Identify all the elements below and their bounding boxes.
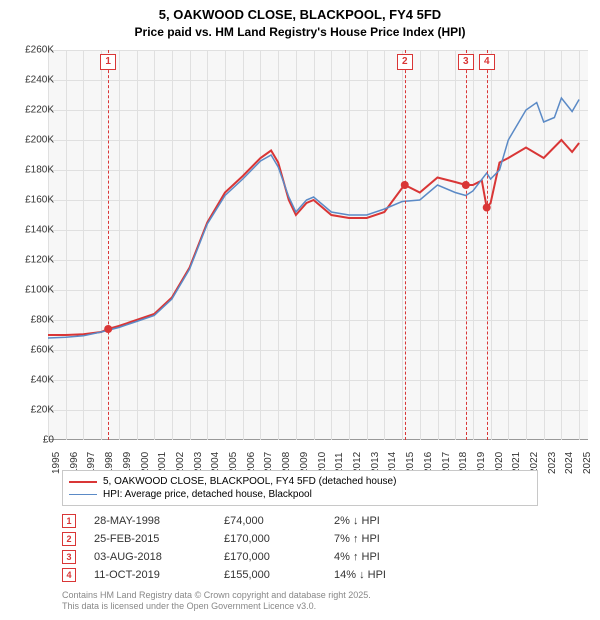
legend-row: HPI: Average price, detached house, Blac…: [69, 488, 531, 501]
ytick-label: £220K: [8, 105, 54, 116]
ytick-label: £160K: [8, 195, 54, 206]
event-row: 4 11-OCT-2019£155,00014% ↓ HPI: [62, 566, 538, 584]
title-line2: Price paid vs. HM Land Registry's House …: [0, 24, 600, 40]
event-row-badge: 1: [62, 514, 76, 528]
event-badge: 4: [479, 54, 495, 70]
event-line: [108, 50, 109, 440]
ytick-label: £0: [8, 435, 54, 446]
footer-line2: This data is licensed under the Open Gov…: [62, 601, 552, 612]
event-date: 03-AUG-2018: [94, 551, 224, 563]
chart-lines: [48, 50, 588, 440]
event-date: 28-MAY-1998: [94, 515, 224, 527]
event-table: 128-MAY-1998£74,0002% ↓ HPI225-FEB-2015£…: [62, 512, 538, 584]
chart-title: 5, OAKWOOD CLOSE, BLACKPOOL, FY4 5FD Pri…: [0, 0, 600, 40]
event-pct: 2% ↓ HPI: [334, 515, 444, 527]
ytick-label: £140K: [8, 225, 54, 236]
chart-container: 5, OAKWOOD CLOSE, BLACKPOOL, FY4 5FD Pri…: [0, 0, 600, 620]
xtick-label: 2025: [582, 452, 593, 474]
event-pct: 4% ↑ HPI: [334, 551, 444, 563]
legend-swatch: [69, 494, 97, 495]
ytick-label: £40K: [8, 375, 54, 386]
legend-label: 5, OAKWOOD CLOSE, BLACKPOOL, FY4 5FD (de…: [103, 476, 396, 487]
event-pct: 14% ↓ HPI: [334, 569, 444, 581]
event-date: 11-OCT-2019: [94, 569, 224, 581]
xtick-label: 1995: [51, 452, 62, 474]
ytick-label: £60K: [8, 345, 54, 356]
chart-area: 1 2 34: [48, 50, 588, 440]
series-hpi: [48, 98, 579, 338]
event-price: £170,000: [224, 551, 334, 563]
footer-line1: Contains HM Land Registry data © Crown c…: [62, 590, 552, 601]
title-line1: 5, OAKWOOD CLOSE, BLACKPOOL, FY4 5FD: [0, 6, 600, 24]
ytick-label: £180K: [8, 165, 54, 176]
event-row-badge: 3: [62, 550, 76, 564]
event-badge: 1: [100, 54, 116, 70]
ytick-label: £80K: [8, 315, 54, 326]
event-line: [487, 50, 488, 440]
legend-swatch: [69, 481, 97, 483]
ytick-label: £260K: [8, 45, 54, 56]
event-date: 25-FEB-2015: [94, 533, 224, 545]
ytick-label: £20K: [8, 405, 54, 416]
xtick-label: 2023: [547, 452, 558, 474]
xtick-label: 2024: [564, 452, 575, 474]
event-row: 1 28-MAY-1998£74,0002% ↓ HPI: [62, 512, 538, 530]
legend-row: 5, OAKWOOD CLOSE, BLACKPOOL, FY4 5FD (de…: [69, 475, 531, 488]
footer-attribution: Contains HM Land Registry data © Crown c…: [62, 590, 552, 613]
event-row-badge: 4: [62, 568, 76, 582]
event-row-badge: 2: [62, 532, 76, 546]
event-badge: 2: [397, 54, 413, 70]
event-row: 3 03-AUG-2018£170,0004% ↑ HPI: [62, 548, 538, 566]
ytick-label: £100K: [8, 285, 54, 296]
event-badge: 3: [458, 54, 474, 70]
ytick-label: £200K: [8, 135, 54, 146]
event-price: £74,000: [224, 515, 334, 527]
event-line: [466, 50, 467, 440]
event-price: £155,000: [224, 569, 334, 581]
legend: 5, OAKWOOD CLOSE, BLACKPOOL, FY4 5FD (de…: [62, 470, 538, 506]
event-line: [405, 50, 406, 440]
event-row: 2 25-FEB-2015£170,0007% ↑ HPI: [62, 530, 538, 548]
event-price: £170,000: [224, 533, 334, 545]
legend-label: HPI: Average price, detached house, Blac…: [103, 489, 312, 500]
ytick-label: £240K: [8, 75, 54, 86]
event-pct: 7% ↑ HPI: [334, 533, 444, 545]
ytick-label: £120K: [8, 255, 54, 266]
